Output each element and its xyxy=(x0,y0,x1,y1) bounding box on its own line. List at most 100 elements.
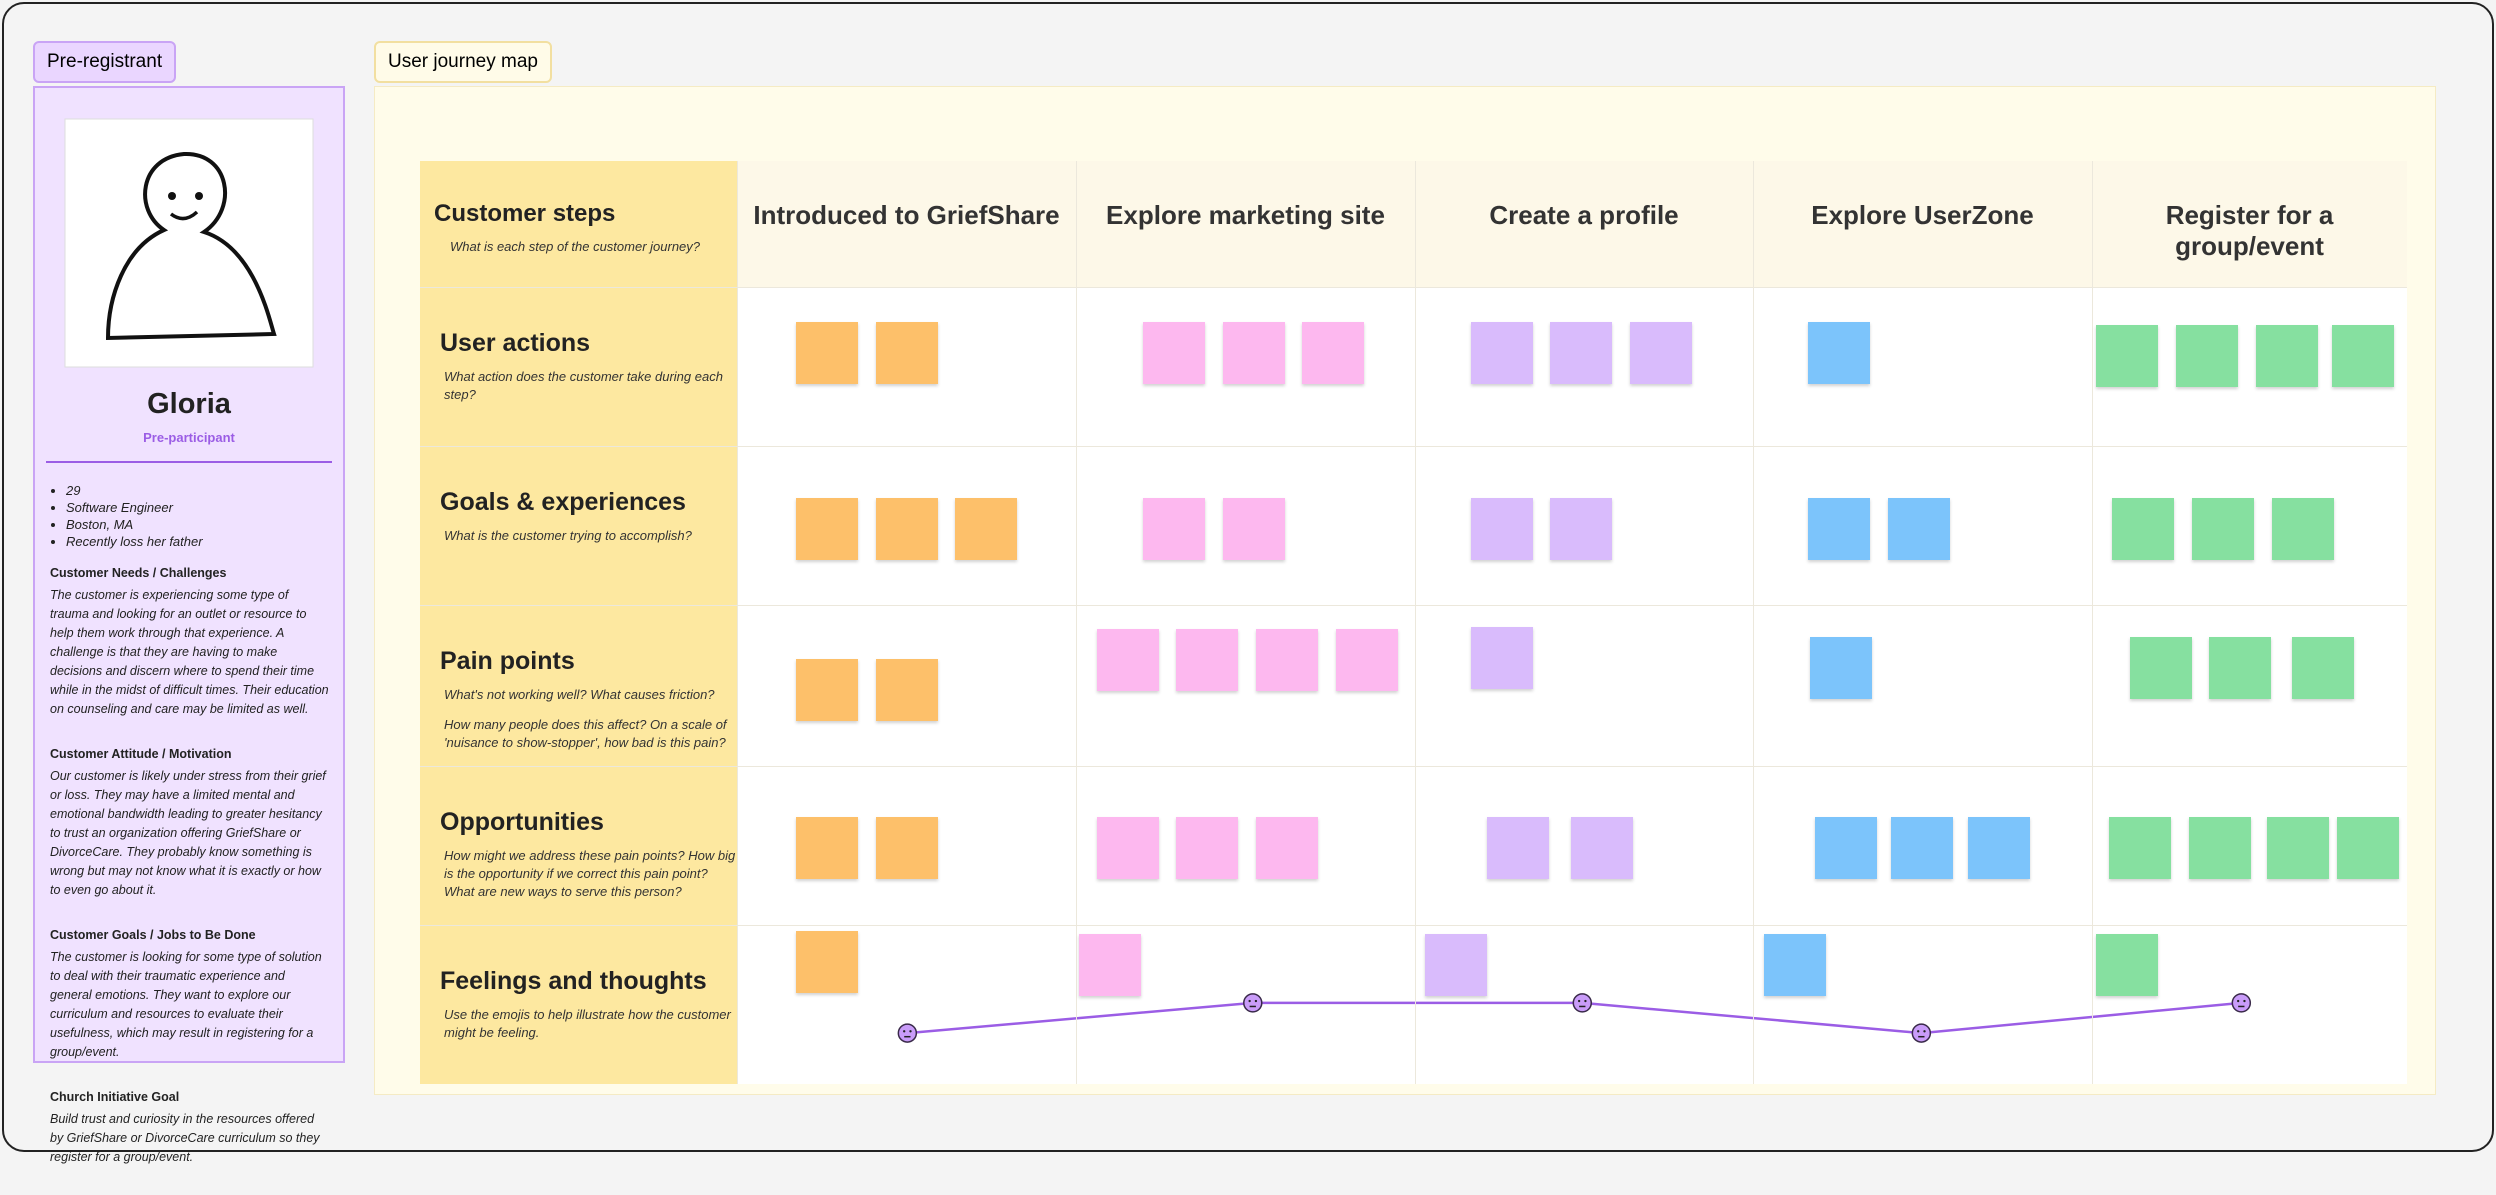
avatar xyxy=(64,118,314,368)
sticky-note xyxy=(1096,628,1159,691)
row-prompt: What's not working well? What causes fri… xyxy=(444,687,715,702)
sticky-note xyxy=(2191,498,2254,561)
sticky-note xyxy=(1470,627,1533,690)
emoji-eye xyxy=(1584,999,1587,1003)
sticky-note xyxy=(1808,321,1871,384)
sticky-note xyxy=(1571,816,1634,879)
row-header: Goals & experiences What is the customer … xyxy=(440,488,740,638)
stage-title: Create a profile xyxy=(1489,200,1679,230)
section-text: Our customer is likely under stress from… xyxy=(50,769,326,897)
sticky-note xyxy=(875,321,938,384)
sticky-note xyxy=(1470,498,1533,561)
emoji xyxy=(2231,993,2252,1013)
persona-sections: Customer Needs / Challenges The customer … xyxy=(50,566,330,1195)
row-line xyxy=(420,766,2407,767)
sticky-note xyxy=(1550,321,1613,384)
emoji xyxy=(1911,1023,1932,1043)
emoji-eye xyxy=(2236,999,2240,1003)
frame xyxy=(2,2,2494,1152)
sticky-note xyxy=(1335,628,1398,691)
row-prompt: How might we address these pain points? … xyxy=(444,848,736,899)
row-title: Opportunities xyxy=(440,808,604,836)
sticky-note xyxy=(875,659,938,722)
stage-title: Register for a group/event xyxy=(2165,200,2334,261)
emoji xyxy=(1572,993,1593,1013)
emoji xyxy=(897,1023,918,1043)
sticky-note xyxy=(1887,498,1950,561)
sticky-note xyxy=(2112,498,2175,561)
emoji-eye xyxy=(2243,999,2246,1003)
emoji-eye xyxy=(1923,1030,1926,1033)
persona-role: Pre-participant xyxy=(143,430,235,445)
row-title: Goals & experiences xyxy=(440,488,686,516)
sticky-note xyxy=(2188,816,2251,879)
sticky-note xyxy=(2266,816,2329,879)
sticky-note xyxy=(1142,321,1205,384)
row-header: Opportunities How might we address these … xyxy=(440,808,740,958)
section-title: Customer Needs / Challenges xyxy=(50,566,227,580)
sticky-note xyxy=(1302,321,1365,384)
sticky-note xyxy=(1891,816,1954,879)
sticky-note xyxy=(875,816,938,879)
row-title: User actions xyxy=(440,329,591,357)
row-prompt: What is the customer trying to accomplis… xyxy=(444,528,692,543)
sticky-note xyxy=(1550,498,1613,561)
sticky-note xyxy=(1486,816,1549,879)
section-title: Customer Goals / Jobs to Be Done xyxy=(50,928,256,942)
sticky-note xyxy=(1176,628,1239,691)
col-line xyxy=(1076,161,1077,1084)
sticky-note xyxy=(1808,498,1871,561)
sticky-note xyxy=(1763,934,1826,997)
row-header: User actions What action does the custome… xyxy=(440,329,740,479)
row-title: Feelings and thoughts xyxy=(440,967,707,995)
row-prompt: Use the emojis to help illustrate how th… xyxy=(444,1007,731,1040)
sticky-note xyxy=(795,931,858,994)
sticky-note xyxy=(2129,636,2192,699)
emoji-eye xyxy=(1248,999,1251,1003)
emoji xyxy=(1243,993,1263,1013)
sticky-note xyxy=(2096,934,2159,997)
col-line xyxy=(737,161,738,1084)
row-prompt: What is each step of the customer journe… xyxy=(450,239,701,254)
header-row xyxy=(737,161,2407,287)
row-title: Customer steps xyxy=(434,200,616,227)
sticky-note xyxy=(1630,321,1693,384)
persona-fact: 29 xyxy=(66,482,320,499)
persona-name: Gloria xyxy=(147,388,231,420)
journey-tag: User journey map xyxy=(374,41,552,83)
sticky-note xyxy=(1424,934,1487,997)
stage-title: Explore marketing site xyxy=(1106,200,1385,230)
sticky-note xyxy=(1079,934,1142,997)
sticky-note xyxy=(2096,324,2159,387)
section-text: The customer is experiencing some type o… xyxy=(50,588,329,716)
sticky-note xyxy=(955,498,1018,561)
emoji-eye xyxy=(903,1030,906,1033)
col-line xyxy=(1753,161,1754,1084)
sticky-note xyxy=(875,498,938,561)
row-prompt: What action does the customer take durin… xyxy=(444,369,723,402)
section-title: Customer Attitude / Motivation xyxy=(50,747,232,761)
sticky-note xyxy=(1814,816,1877,879)
sticky-note xyxy=(1255,628,1318,691)
sticky-note xyxy=(1222,498,1285,561)
sticky-note xyxy=(2292,636,2355,699)
row-line xyxy=(420,446,2407,447)
sticky-note xyxy=(1142,498,1205,561)
col-line xyxy=(1415,161,1416,1084)
sticky-note xyxy=(1809,636,1872,699)
col-line xyxy=(2092,161,2093,1084)
emoji-eye xyxy=(1254,999,1258,1003)
stage-title: Explore UserZone xyxy=(1811,200,2034,230)
section-text: The customer is looking for some type of… xyxy=(50,950,322,1059)
sticky-note xyxy=(1096,816,1159,879)
sticky-note xyxy=(1176,816,1239,879)
persona-fact: Recently loss her father xyxy=(66,533,320,550)
journey-grid xyxy=(420,161,2407,1084)
sticky-note xyxy=(2336,816,2399,879)
row-title: Pain points xyxy=(440,647,575,675)
persona-facts: 29Software EngineerBoston, MARecently lo… xyxy=(30,482,320,550)
emoji-eye xyxy=(1577,999,1581,1003)
row-prompt: How many people does this affect? On a s… xyxy=(444,717,727,750)
stage-title: Introduced to GriefShare xyxy=(753,200,1060,230)
sticky-note xyxy=(795,816,858,879)
